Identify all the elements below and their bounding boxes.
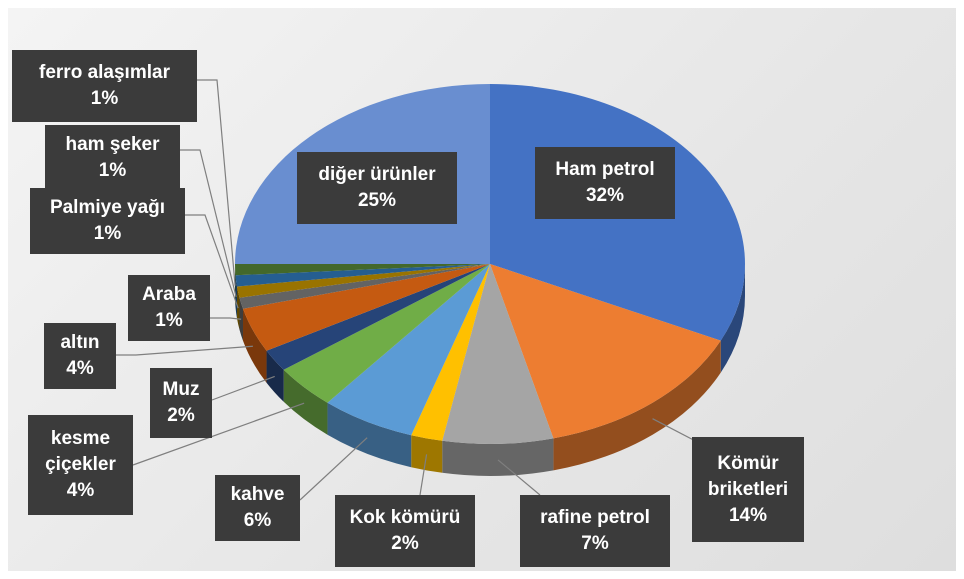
data-label: Kok kömürü 2% — [335, 495, 475, 567]
label-value: 2% — [167, 405, 195, 426]
slice-side — [327, 402, 412, 468]
pie-slice — [237, 264, 490, 298]
pie-slice — [442, 264, 554, 444]
label-name: ham şeker — [65, 134, 160, 155]
slice-side — [283, 369, 328, 435]
data-label: altın 4% — [44, 323, 116, 389]
label-value: 1% — [93, 223, 122, 244]
label-name: altın — [60, 332, 100, 353]
label-name: diğer ürünler — [318, 164, 436, 185]
label-value: 25% — [357, 190, 397, 211]
pie-slice — [239, 264, 490, 309]
pie-slice — [266, 264, 490, 370]
data-label: kahve 6% — [215, 475, 300, 541]
slice-side — [720, 264, 745, 373]
data-label: Kömür briketleri 14% — [692, 437, 804, 542]
pie-slice — [327, 264, 490, 436]
label-value: 14% — [728, 504, 768, 526]
label-value: 1% — [98, 160, 127, 181]
data-label: rafine petrol 7% — [520, 495, 670, 567]
leader-line — [419, 454, 428, 496]
label-value: 4% — [66, 480, 95, 501]
pie-slice — [235, 264, 490, 287]
label-name: Kömür briketleri — [707, 452, 789, 500]
label-name: Palmiye yağı — [49, 197, 166, 218]
leader-line — [180, 149, 237, 298]
label-value: 1% — [90, 88, 119, 109]
slice-side — [411, 435, 443, 473]
data-label: diğer ürünler 25% — [297, 152, 457, 224]
label-name: Kok kömürü — [349, 507, 461, 528]
leader-line — [497, 459, 541, 496]
label-value: 1% — [155, 310, 183, 331]
data-label: ham şeker 1% — [45, 125, 180, 191]
label-value: 4% — [66, 358, 94, 379]
pie-slice — [235, 264, 490, 276]
label-name: Ham petrol — [555, 159, 655, 180]
label-value: 32% — [585, 185, 625, 206]
data-label: Araba 1% — [128, 275, 210, 341]
leader-line — [211, 375, 275, 401]
slice-side — [235, 264, 236, 308]
leader-line — [299, 437, 368, 501]
slice-side — [243, 308, 267, 383]
label-name: rafine petrol — [540, 507, 650, 528]
data-label: Palmiye yağı 1% — [30, 188, 185, 254]
slice-side — [442, 438, 554, 476]
data-label: Ham petrol 32% — [535, 147, 675, 219]
label-value: 6% — [243, 510, 272, 531]
label-name: kesme çiçekler — [45, 428, 116, 475]
label-name: kahve — [230, 484, 285, 505]
leader-line — [197, 79, 236, 286]
leader-line — [185, 214, 239, 309]
label-name: ferro alaşımlar — [39, 62, 170, 83]
label-value: 7% — [581, 533, 609, 554]
label-name: Muz — [162, 379, 200, 400]
slice-side — [235, 275, 238, 319]
pie-slice — [411, 264, 490, 441]
data-label: ferro alaşımlar 1% — [12, 50, 197, 122]
slice-side — [266, 350, 284, 402]
leader-line — [116, 345, 253, 356]
data-label: Muz 2% — [150, 368, 212, 438]
pie-slice — [243, 264, 490, 351]
pie-slice — [283, 264, 490, 403]
slice-side — [239, 297, 244, 341]
label-value: 2% — [391, 533, 419, 554]
label-name: Araba — [142, 284, 196, 305]
slice-side — [553, 340, 721, 471]
leader-line — [132, 402, 305, 466]
pie-slice — [490, 264, 721, 439]
data-label: kesme çiçekler 4% — [28, 415, 133, 515]
leader-line — [210, 317, 242, 320]
